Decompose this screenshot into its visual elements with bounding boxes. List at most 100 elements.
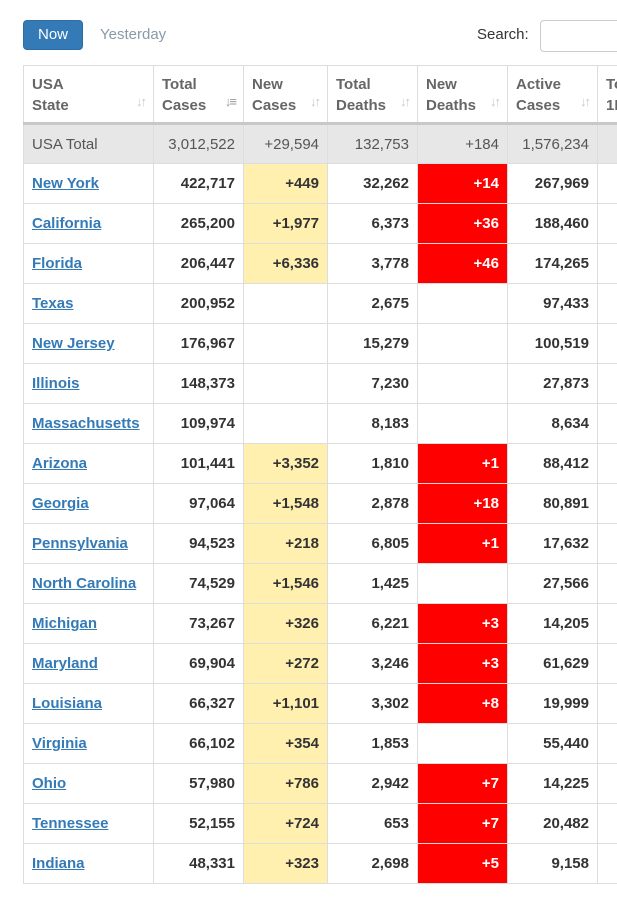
table-row: Florida 206,447 +6,336 3,778 +46 174,265 xyxy=(23,243,617,284)
extra-cell xyxy=(597,683,617,724)
state-link[interactable]: Indiana xyxy=(32,855,85,872)
state-link[interactable]: Florida xyxy=(32,255,83,272)
new-cases-cell: +1,977 xyxy=(243,203,328,244)
new-deaths-cell: +5 xyxy=(417,843,508,884)
column-header-label: Deaths xyxy=(426,97,477,114)
total-cases-cell: 206,447 xyxy=(153,243,244,284)
sort-both-icon[interactable]: ↓↑ xyxy=(490,94,501,109)
extra-cell xyxy=(597,643,617,684)
total-deaths-cell: 2,942 xyxy=(327,763,418,804)
table-body: USA Total 3,012,522 +29,594 132,753 +184 1,57… xyxy=(23,123,617,884)
state-link[interactable]: Louisiana xyxy=(32,695,103,712)
column-header-new-deaths[interactable]: New Deaths ↓↑ xyxy=(417,65,508,125)
total-deaths-cell: 1,425 xyxy=(327,563,418,604)
active-cases-cell: 8,634 xyxy=(507,403,598,444)
total-active-cases-cell: 1,576,234 xyxy=(507,123,598,164)
table-row: Massachusetts 109,974 8,183 8,634 xyxy=(23,403,617,444)
state-cell: Maryland xyxy=(23,643,154,684)
table-row: Maryland 69,904 +272 3,246 +3 61,629 xyxy=(23,643,617,684)
state-link[interactable]: North Carolina xyxy=(32,575,137,592)
state-cell: Florida xyxy=(23,243,154,284)
yesterday-button[interactable]: Yesterday xyxy=(100,26,167,43)
new-deaths-cell: +3 xyxy=(417,603,508,644)
state-link[interactable]: Texas xyxy=(32,295,74,312)
column-header-label: Deaths xyxy=(336,97,387,114)
sort-both-icon[interactable]: ↓↑ xyxy=(580,94,591,109)
total-cases-cell: 73,267 xyxy=(153,603,244,644)
column-header-total-deaths[interactable]: Total Deaths ↓↑ xyxy=(327,65,418,125)
column-header-label: New xyxy=(252,76,283,93)
total-deaths-cell: 2,698 xyxy=(327,843,418,884)
column-header-tot-cases-1m[interactable]: To 1M xyxy=(597,65,617,125)
new-cases-cell: +449 xyxy=(243,163,328,204)
total-cases-cell: 69,904 xyxy=(153,643,244,684)
state-link[interactable]: California xyxy=(32,215,102,232)
sort-both-icon[interactable]: ↓↑ xyxy=(310,94,321,109)
state-link[interactable]: Pennsylvania xyxy=(32,535,128,552)
extra-cell xyxy=(597,603,617,644)
sort-desc-icon[interactable]: ↓≡ xyxy=(224,94,237,109)
column-header-active-cases[interactable]: Active Cases ↓↑ xyxy=(507,65,598,125)
total-deaths-cell: 3,246 xyxy=(327,643,418,684)
sort-both-icon[interactable]: ↓↑ xyxy=(136,94,147,109)
table-row: Tennessee 52,155 +724 653 +7 20,482 xyxy=(23,803,617,844)
column-header-usa-state[interactable]: USA State ↓↑ xyxy=(23,65,154,125)
column-header-label: Cases xyxy=(252,97,297,114)
column-header-total-cases[interactable]: Total Cases ↓≡ xyxy=(153,65,244,125)
extra-cell xyxy=(597,323,617,364)
state-cell: Georgia xyxy=(23,483,154,524)
state-link[interactable]: Tennessee xyxy=(32,815,109,832)
active-cases-cell: 188,460 xyxy=(507,203,598,244)
column-header-label: USA xyxy=(32,76,64,93)
total-deaths-cell: 15,279 xyxy=(327,323,418,364)
state-link[interactable]: Georgia xyxy=(32,495,89,512)
new-cases-cell xyxy=(243,403,328,444)
column-header-label: To xyxy=(606,76,617,93)
column-header-label: 1M xyxy=(606,97,617,114)
usa-total-row: USA Total 3,012,522 +29,594 132,753 +184 1,57… xyxy=(23,123,617,164)
sort-both-icon[interactable]: ↓↑ xyxy=(400,94,411,109)
state-cell: Tennessee xyxy=(23,803,154,844)
total-cases-cell: 97,064 xyxy=(153,483,244,524)
extra-cell xyxy=(597,803,617,844)
new-deaths-cell: +1 xyxy=(417,443,508,484)
column-header-label: Active xyxy=(516,76,562,93)
new-cases-cell xyxy=(243,283,328,324)
now-button[interactable]: Now xyxy=(23,20,83,50)
state-link[interactable]: Illinois xyxy=(32,375,80,392)
total-cases-cell: 422,717 xyxy=(153,163,244,204)
total-deaths-cell: 32,262 xyxy=(327,163,418,204)
table-row: Michigan 73,267 +326 6,221 +3 14,205 xyxy=(23,603,617,644)
total-cases-cell: 101,441 xyxy=(153,443,244,484)
total-new-deaths-cell: +184 xyxy=(417,123,508,164)
state-link[interactable]: Massachusetts xyxy=(32,415,140,432)
state-cell: Illinois xyxy=(23,363,154,404)
state-link[interactable]: Maryland xyxy=(32,655,98,672)
table-row: Georgia 97,064 +1,548 2,878 +18 80,891 xyxy=(23,483,617,524)
extra-cell xyxy=(597,363,617,404)
search-input[interactable] xyxy=(540,20,617,52)
new-deaths-cell: +7 xyxy=(417,763,508,804)
new-deaths-cell: +36 xyxy=(417,203,508,244)
state-link[interactable]: New Jersey xyxy=(32,335,115,352)
state-link[interactable]: Michigan xyxy=(32,615,98,632)
total-deaths-cell: 6,221 xyxy=(327,603,418,644)
table-row: Virginia 66,102 +354 1,853 55,440 xyxy=(23,723,617,764)
column-header-label: Total xyxy=(336,76,371,93)
active-cases-cell: 100,519 xyxy=(507,323,598,364)
new-deaths-cell xyxy=(417,403,508,444)
state-cell: California xyxy=(23,203,154,244)
new-deaths-cell: +18 xyxy=(417,483,508,524)
column-header-label: State xyxy=(32,97,69,114)
active-cases-cell: 19,999 xyxy=(507,683,598,724)
state-link[interactable]: Virginia xyxy=(32,735,87,752)
total-new-cases-cell: +29,594 xyxy=(243,123,328,164)
state-link[interactable]: Arizona xyxy=(32,455,88,472)
active-cases-cell: 17,632 xyxy=(507,523,598,564)
states-table-container: USA State ↓↑ Total Cases ↓≡ New Cases ↓↑ Total Dea… xyxy=(23,65,617,900)
extra-cell xyxy=(597,163,617,204)
state-link[interactable]: Ohio xyxy=(32,775,67,792)
column-header-new-cases[interactable]: New Cases ↓↑ xyxy=(243,65,328,125)
state-cell: Virginia xyxy=(23,723,154,764)
state-link[interactable]: New York xyxy=(32,175,99,192)
